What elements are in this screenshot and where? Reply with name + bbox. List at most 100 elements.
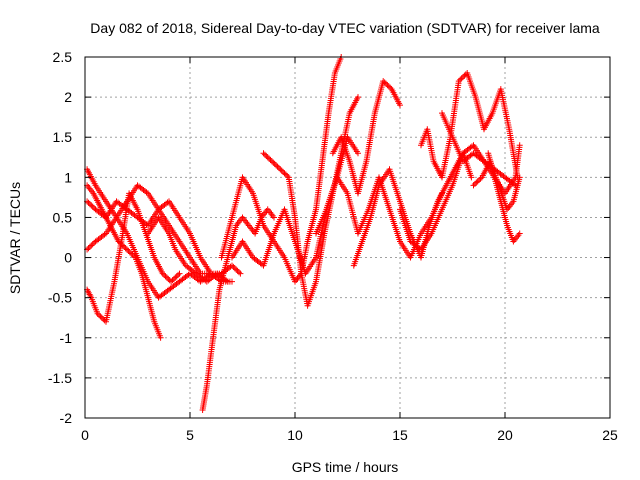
data-point (231, 265, 238, 272)
data-point (157, 334, 164, 341)
y-tick-label: -1.5 (48, 370, 72, 386)
data-point (229, 262, 235, 269)
x-tick-label: 0 (81, 427, 89, 443)
chart-title: Day 082 of 2018, Sidereal Day-to-day VTE… (90, 20, 600, 36)
data-point (86, 201, 93, 208)
x-tick-label: 20 (497, 427, 513, 443)
data-point (474, 178, 481, 185)
data-point (476, 177, 483, 184)
data-point (278, 167, 285, 174)
y-tick-label: 0.5 (53, 209, 73, 225)
data-point (233, 266, 240, 273)
data-point (86, 243, 93, 250)
y-tick-label: 2 (64, 89, 72, 105)
data-point (230, 263, 237, 270)
data-point (121, 243, 128, 250)
y-tick-label: 0 (64, 250, 72, 266)
data-point (397, 102, 403, 109)
data-point (516, 174, 523, 181)
data-point (516, 230, 523, 237)
data-point (458, 75, 465, 82)
y-tick-label: 1 (64, 169, 72, 185)
data-point (455, 78, 462, 85)
x-tick-label: 10 (287, 427, 303, 443)
data-point (125, 247, 132, 254)
data-point (268, 158, 275, 165)
data-point (271, 160, 278, 167)
data-point (172, 274, 179, 281)
data-point (381, 79, 388, 86)
data-point (236, 269, 242, 276)
data-point (383, 80, 389, 87)
data-point (96, 312, 102, 319)
data-point (384, 82, 391, 89)
data-point (117, 239, 123, 246)
x-tick-label: 15 (392, 427, 408, 443)
data-point (173, 273, 180, 280)
grid (84, 56, 611, 419)
data-point (516, 142, 523, 149)
data-point (98, 314, 105, 321)
data-point (126, 249, 133, 256)
data-point (266, 155, 273, 162)
data-point (161, 271, 168, 278)
x-axis-label: GPS time / hours (292, 459, 399, 475)
data-point (89, 203, 96, 210)
data-point (237, 270, 244, 277)
data-point (94, 310, 101, 317)
data-point (477, 175, 484, 182)
y-axis-label: SDTVAR / TECUs (7, 182, 23, 294)
data-point (163, 274, 170, 281)
data-point (460, 74, 466, 81)
data-point (85, 199, 92, 206)
data-point (261, 151, 268, 158)
data-point (176, 270, 183, 277)
data-point (100, 316, 107, 323)
data-point (355, 150, 361, 157)
data-point (277, 166, 284, 173)
data-point (264, 154, 271, 161)
data-point (284, 172, 291, 179)
data-point (470, 182, 477, 189)
data-point (85, 245, 92, 252)
data-point (165, 275, 172, 282)
data-point (468, 174, 475, 181)
axis-ticks: 0 5 10 15 20 25 -2 -1.5 -1 -0.5 0 0.5 1 1.5 2 2.5 (48, 49, 618, 443)
y-tick-label: -2 (60, 410, 73, 426)
data-point (224, 278, 231, 285)
data-point (124, 246, 130, 253)
data-point (281, 170, 288, 177)
y-tick-label: -0.5 (48, 290, 72, 306)
data-point (89, 241, 96, 248)
data-point (260, 150, 267, 157)
data-point (273, 162, 280, 169)
data-point (471, 181, 478, 188)
data-point (274, 163, 281, 170)
data-point (380, 78, 387, 85)
data-point (97, 313, 104, 320)
data-point (267, 156, 274, 163)
data-point (168, 278, 175, 285)
data-point (159, 270, 166, 277)
data-point (271, 214, 277, 221)
data-point (234, 267, 241, 274)
data-point (385, 83, 392, 90)
data-point (461, 72, 468, 79)
data-point (275, 164, 282, 171)
y-tick-label: 2.5 (53, 49, 73, 65)
plot-frame (84, 56, 611, 419)
data-point (263, 152, 270, 159)
data-point (473, 179, 480, 186)
data-point (457, 76, 464, 83)
data-point (355, 94, 361, 101)
data-point (162, 273, 169, 280)
data-point (122, 245, 129, 252)
y-tick-label: -1 (60, 330, 73, 346)
data-point (387, 84, 394, 91)
y-tick-label: 1.5 (53, 129, 73, 145)
data-point (175, 271, 182, 278)
data-point (270, 159, 277, 166)
data-point (129, 251, 136, 258)
